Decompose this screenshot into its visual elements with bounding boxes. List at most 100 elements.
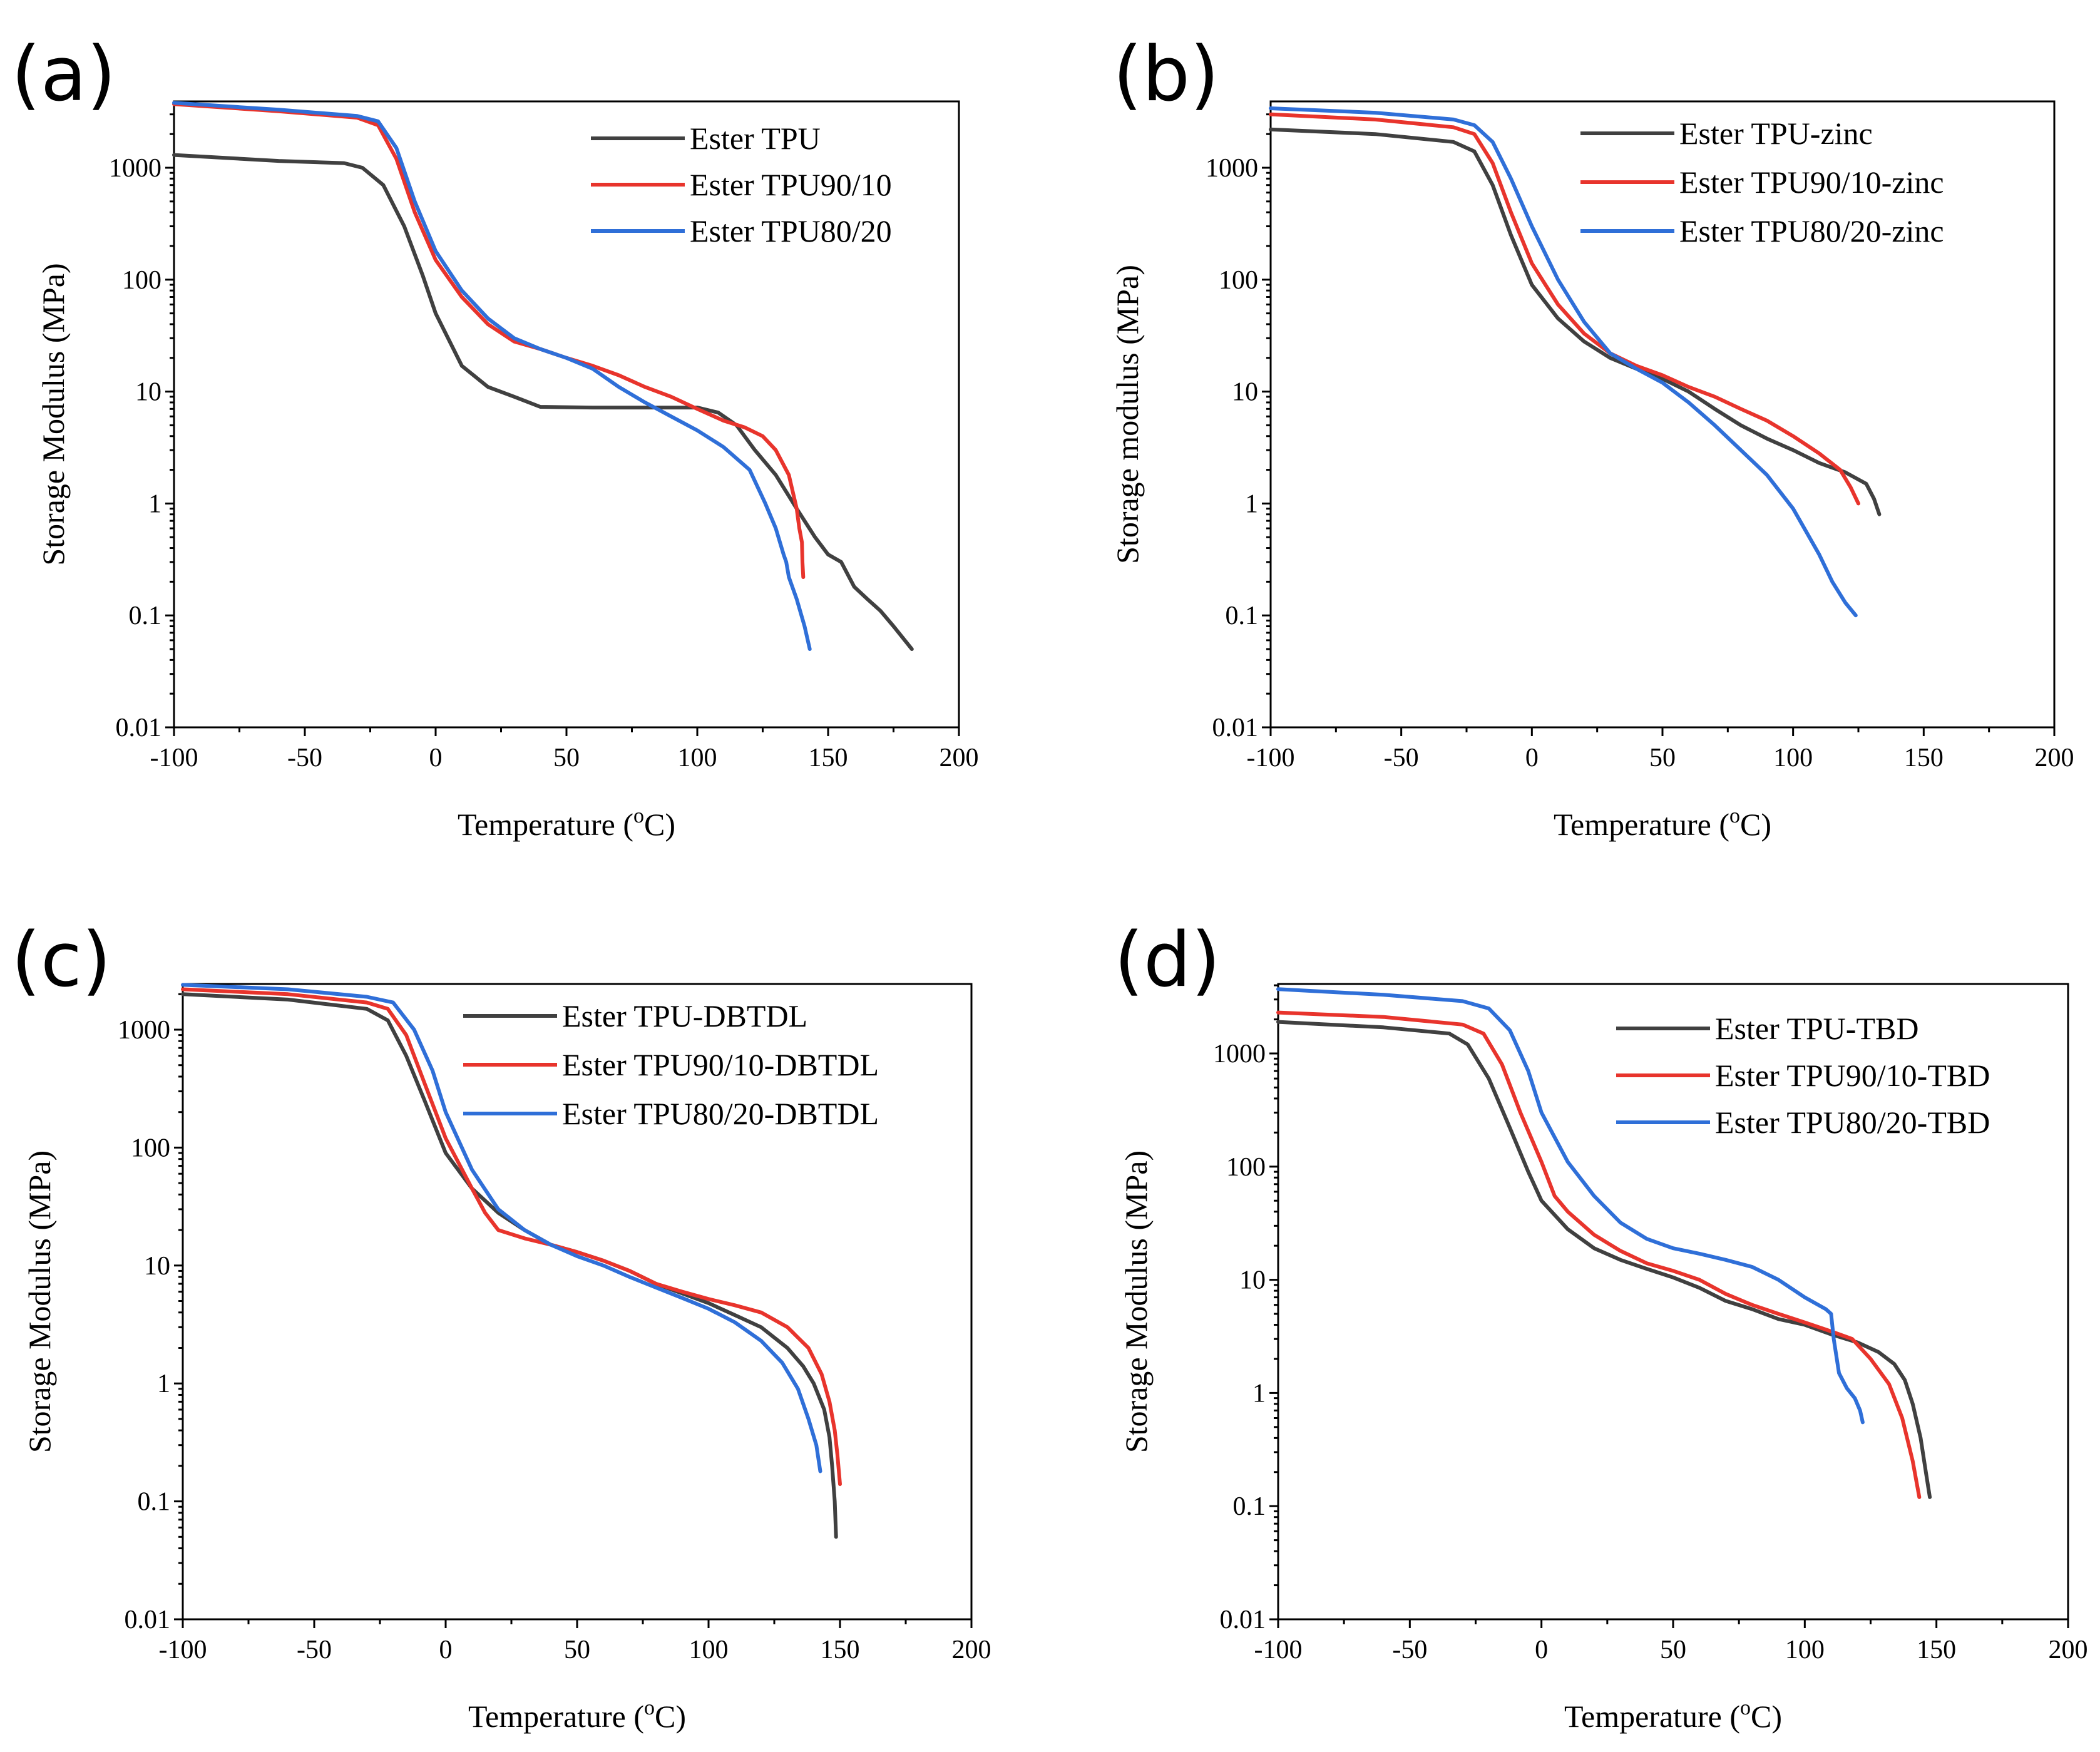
panel-a-xlabel-unit: C) [644,807,675,842]
panel-d-xtick-label: -50 [1392,1636,1427,1664]
panel-b-legend-label-ester-tpu80-20-zinc: Ester TPU80/20-zinc [1679,213,1944,248]
panel-a: (a) -100 -50 0 50 100 150 200 0.01 0.1 1 10 100 1000 T… [11,31,979,842]
panel-c-xtick-label: 200 [952,1636,991,1664]
panel-d-ytick-label: 0.01 [1220,1606,1266,1634]
panel-a-series-ester-tpu90-10 [172,102,806,579]
panel-c-xtick-label: -50 [297,1636,332,1664]
panel-d-series-ester-tpu80-20-tbd [1276,987,1865,1425]
panel-b-xtick-label: 150 [1904,744,1944,772]
panel-a-legend-label-ester-tpu: Ester TPU [690,121,821,156]
panel-d-xtick-label: 50 [1660,1636,1686,1664]
panel-a-ytick-label: 0.01 [116,714,162,742]
panel-d-ylabel: Storage Modulus (MPa) [1119,1150,1154,1453]
panel-a-series-ester-tpu [172,153,914,651]
panel-c-ytick-label: 10 [144,1252,170,1281]
panel-d-series-ester-tpu90-10-tbd [1276,1010,1922,1499]
panel-b-xtick-label: 50 [1649,744,1676,772]
panel-a-xtick-label: 200 [940,744,979,772]
panel-b-xtick-label: 200 [2035,744,2074,772]
panel-b-ytick-label: 100 [1219,266,1258,295]
panel-c-xlabel-unit: C) [655,1699,686,1734]
panel-c-ytick-label: 100 [131,1134,170,1162]
panel-b-xlabel-unit: C) [1740,807,1771,842]
panel-a-series-ester-tpu80-20 [172,101,812,651]
panel-c-xtick-label: 100 [689,1636,729,1664]
panel-c: (c) -100 -50 0 50 100 150 200 0.01 0.1 1 10 100 1000 T… [11,917,991,1734]
panel-d-xtick-label: 200 [2049,1636,2088,1664]
panel-a-xlabel-text: Temperature ( [458,807,633,842]
panel-d-legend-label-ester-tpu90-10-tbd: Ester TPU90/10-TBD [1715,1058,1990,1093]
panel-d-xtick-label: 0 [1535,1636,1548,1664]
panel-c-xlabel-text: Temperature ( [468,1699,644,1734]
panel-a-ylabel: Storage Modulus (MPa) [36,263,71,565]
panel-d-xlabel-text: Temperature ( [1564,1699,1740,1734]
panel-d-xtick-label: -100 [1254,1636,1303,1664]
panel-a-ytick-label: 1000 [109,154,161,183]
panel-b-ylabel: Storage modulus (MPa) [1110,265,1145,564]
panel-c-xtick-label: 50 [564,1636,590,1664]
panel-a-xtick-label: -50 [287,744,322,772]
panel-b-xlabel-degree: o [1729,804,1740,827]
panel-b-ytick-label: 1 [1245,489,1258,518]
panel-c-ytick-label: 0.1 [138,1488,171,1517]
panel-d-ytick-label: 1 [1252,1379,1266,1408]
panel-d-legend-label-ester-tpu80-20-tbd: Ester TPU80/20-TBD [1715,1105,1990,1140]
panel-d-xtick-label: 150 [1917,1636,1956,1664]
panel-c-legend-label-ester-tpu90-10-dbtdl: Ester TPU90/10-DBTDL [562,1047,879,1082]
panel-a-xlabel-degree: o [633,804,644,827]
panel-b-ytick-label: 0.1 [1226,602,1259,630]
panel-c-letter: (c) [11,917,111,1004]
panel-c-legend-label-ester-tpu80-20-dbtdl: Ester TPU80/20-DBTDL [562,1096,879,1131]
panel-b-xtick-label: 100 [1773,744,1813,772]
panel-d-xlabel: Temperature (oC) [1564,1696,1782,1734]
panel-d-legend-label-ester-tpu-tbd: Ester TPU-TBD [1715,1011,1918,1046]
panel-c-legend-label-ester-tpu-dbtdl: Ester TPU-DBTDL [562,998,807,1033]
panel-c-xtick-label: -100 [159,1636,207,1664]
panel-d-ytick-label: 1000 [1213,1040,1266,1068]
panel-a-ytick-label: 100 [122,266,161,295]
panel-a-xtick-label: 100 [678,744,717,772]
panel-d-ytick-label: 0.1 [1233,1492,1266,1521]
panel-a-xtick-label: -100 [150,744,198,772]
panel-b-xlabel: Temperature (oC) [1554,804,1771,842]
panel-a-ytick-label: 1 [148,489,161,518]
panel-a-ytick-label: 10 [135,378,161,407]
panel-b-xlabel-text: Temperature ( [1554,807,1729,842]
panel-c-ylabel: Storage Modulus (MPa) [22,1150,57,1453]
panel-b-xtick-label: 0 [1525,744,1539,772]
panel-b-ytick-label: 10 [1232,378,1258,407]
panel-d-xtick-label: 100 [1785,1636,1825,1664]
panel-d-xlabel-degree: o [1740,1696,1751,1719]
panel-d-series-ester-tpu-tbd [1276,1020,1932,1499]
panel-d-xlabel-unit: C) [1751,1699,1782,1734]
panel-a-legend-label-ester-tpu90-10: Ester TPU90/10 [690,167,892,202]
panel-c-ytick-label: 1 [157,1370,170,1398]
panel-b-series-ester-tpu90-10-zinc [1269,112,1860,506]
panel-a-xtick-label: 0 [429,744,443,772]
panel-b: (b) -100 -50 0 50 100 150 200 0.01 0.1 1 10 100 1000 T… [1110,31,2074,842]
panel-d-ytick-label: 100 [1226,1153,1266,1182]
panel-c-xlabel: Temperature (oC) [468,1696,686,1734]
panel-b-legend-label-ester-tpu-zinc: Ester TPU-zinc [1679,116,1873,151]
panel-c-xlabel-degree: o [644,1696,655,1719]
panel-c-xtick-label: 150 [821,1636,860,1664]
panel-b-ytick-label: 1000 [1206,154,1258,183]
panel-d-letter: (d) [1114,917,1221,1004]
panel-a-xtick-label: 50 [553,744,580,772]
panel-c-series-ester-tpu90-10-dbtdl [181,987,842,1487]
panel-d: (d) -100 -50 0 50 100 150 200 0.01 0.1 1 10 100 1000 T… [1114,917,2088,1734]
panel-a-xtick-label: 150 [809,744,848,772]
panel-c-ytick-label: 1000 [118,1016,170,1045]
panel-c-ytick-label: 0.01 [125,1606,171,1634]
panel-c-series-ester-tpu80-20-dbtdl [181,983,822,1473]
panel-a-ytick-label: 0.1 [129,602,162,630]
panel-a-xlabel: Temperature (oC) [458,804,675,842]
panel-a-legend-label-ester-tpu80-20: Ester TPU80/20 [690,213,892,248]
panel-a-letter: (a) [11,31,116,118]
panel-b-letter: (b) [1113,31,1219,118]
panel-c-xtick-label: 0 [439,1636,453,1664]
panel-b-xtick-label: -100 [1247,744,1295,772]
panel-b-xtick-label: -50 [1384,744,1419,772]
panel-b-ytick-label: 0.01 [1212,714,1259,742]
